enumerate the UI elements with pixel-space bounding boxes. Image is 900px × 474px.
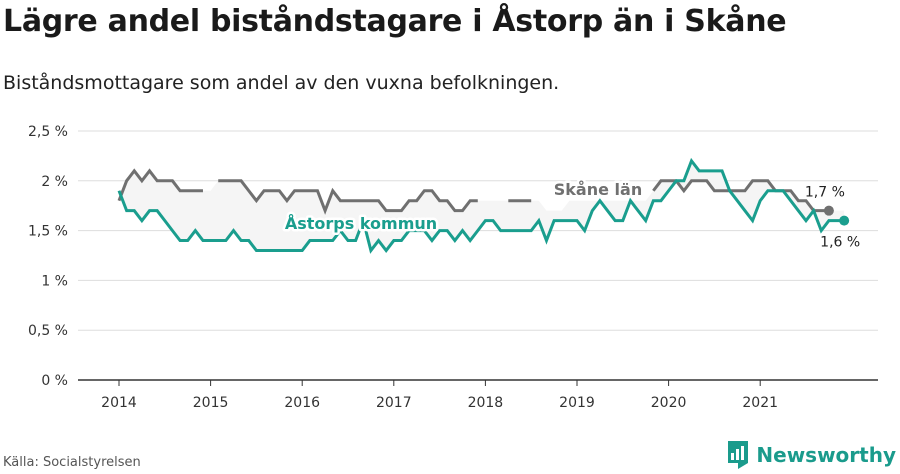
chart-subtitle: Biståndsmottagare som andel av den vuxna… (3, 72, 560, 94)
source-note: Källa: Socialstyrelsen (3, 455, 141, 470)
x-tick-label: 2016 (284, 395, 320, 411)
end-point-skane (823, 205, 834, 216)
x-tick-label: 2021 (742, 395, 778, 411)
end-label-skane: 1,7 % (805, 185, 845, 201)
x-tick-label: 2019 (559, 395, 595, 411)
series-line-skane (117, 168, 829, 215)
series-label-astorp-halo: Åstorps kommun (285, 214, 437, 233)
y-tick-label: 0 % (41, 373, 68, 389)
series-label-astorp: Åstorps kommun (285, 214, 437, 233)
y-tick-label: 0,5 % (28, 323, 68, 339)
x-tick-label: 2017 (376, 395, 412, 411)
y-tick-label: 1,5 % (28, 224, 68, 240)
series-label-skane-halo: Skåne län (554, 180, 642, 199)
gap-area (119, 160, 845, 251)
x-tick-label: 2015 (193, 395, 229, 411)
x-tick-label: 2014 (101, 395, 137, 411)
y-tick-label: 2,5 % (28, 124, 68, 140)
series-line-astorp (117, 157, 845, 254)
y-tick-label: 2 % (41, 174, 68, 190)
chart-title: Lägre andel biståndstagare i Åstorp än i… (3, 4, 787, 39)
brand-logo[interactable]: Newsworthy (726, 441, 896, 469)
end-point-astorp (839, 215, 850, 226)
newsworthy-logo-icon (728, 441, 749, 469)
x-tick-label: 2018 (468, 395, 504, 411)
x-tick-label: 2020 (651, 395, 687, 411)
series-label-skane: Skåne län (554, 180, 642, 199)
brand-name: Newsworthy (756, 443, 896, 467)
end-label-astorp: 1,6 % (820, 235, 860, 251)
y-tick-label: 1 % (41, 273, 68, 289)
